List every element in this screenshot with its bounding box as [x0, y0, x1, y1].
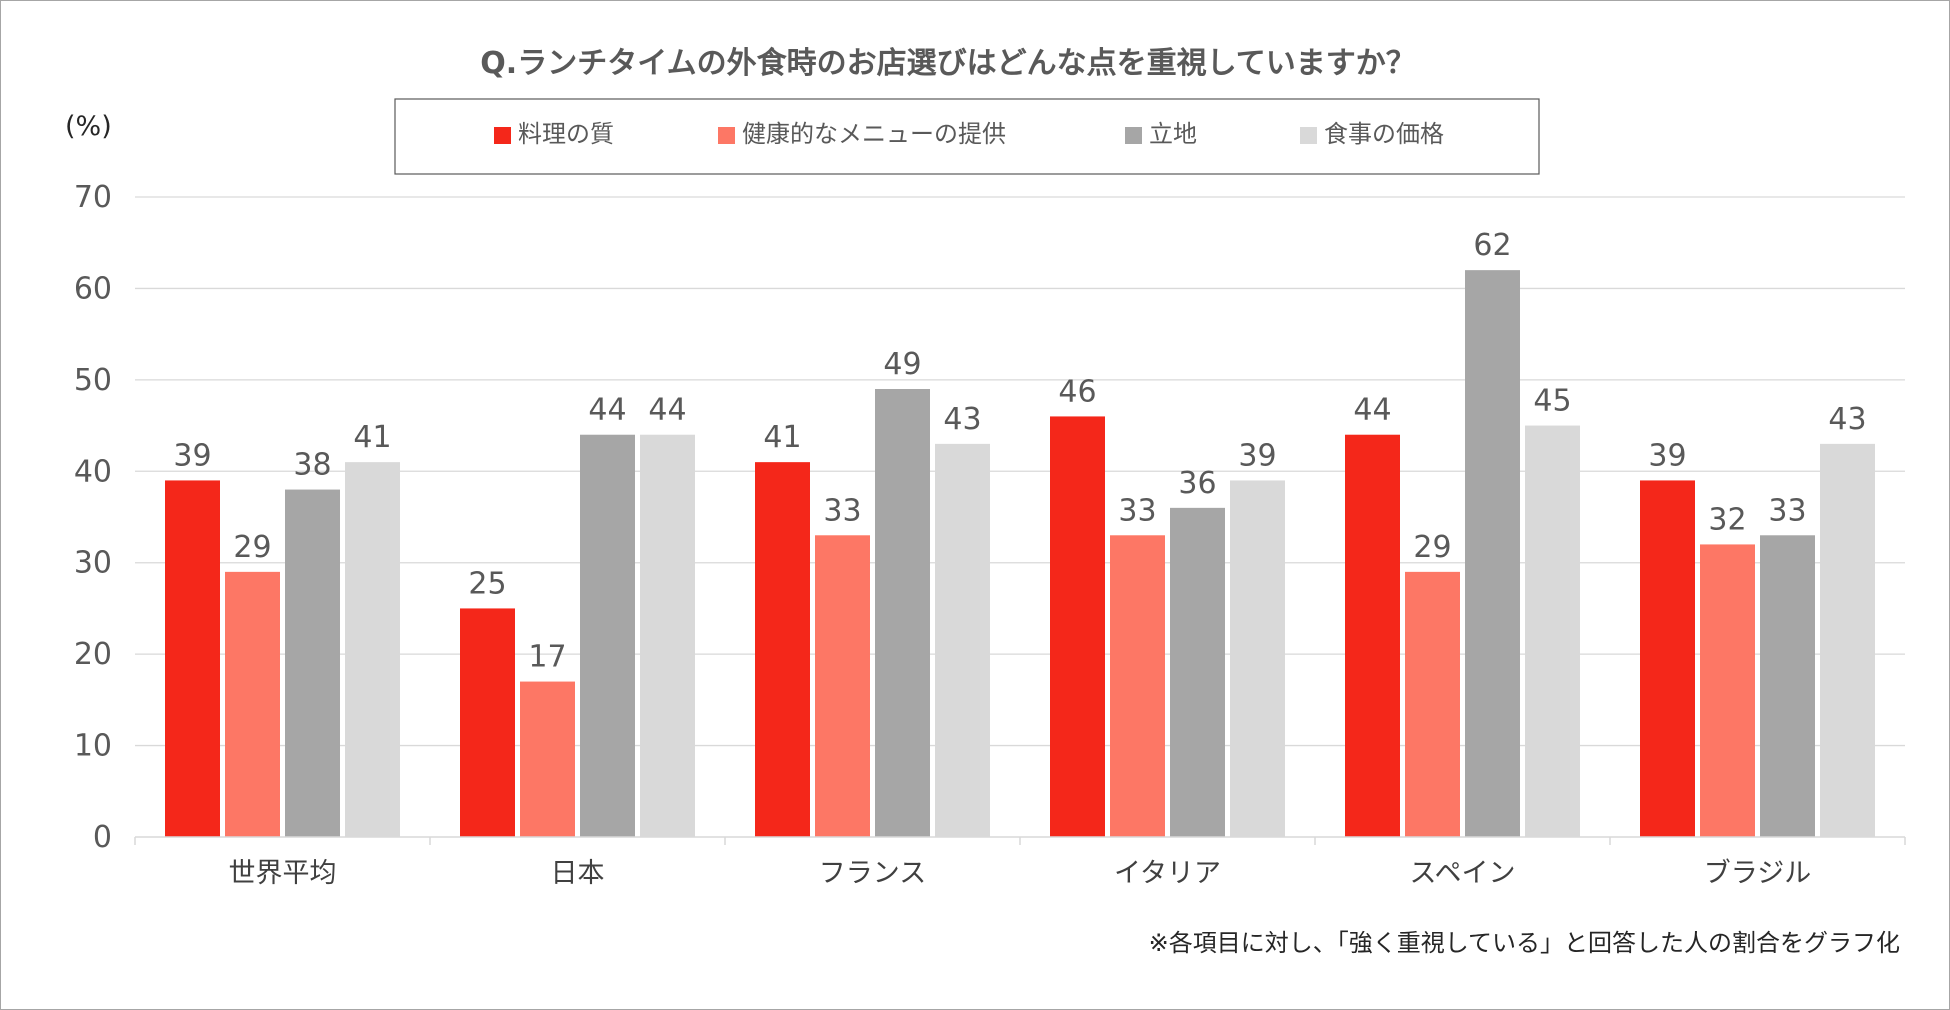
data-label: 29 — [1413, 530, 1451, 565]
bar — [1820, 443, 1875, 837]
chart-title: Q.ランチタイムの外食時のお店選びはどんな点を重視していますか？ — [480, 46, 1415, 81]
data-label: 44 — [588, 393, 626, 428]
bar — [640, 434, 695, 837]
data-label: 44 — [648, 393, 686, 428]
x-tick-label: 日本 — [551, 858, 605, 889]
data-label: 33 — [1118, 493, 1156, 528]
y-tick-label: 30 — [74, 546, 112, 581]
y-tick-label: 20 — [74, 637, 112, 672]
bar — [1760, 535, 1815, 837]
gridlines — [135, 196, 1905, 747]
bars — [165, 270, 1875, 838]
y-axis: 0 10 20 30 40 50 60 70 — [74, 180, 112, 855]
bar — [1170, 507, 1225, 837]
bar — [1405, 571, 1460, 837]
data-label: 44 — [1353, 393, 1391, 428]
data-label: 43 — [1828, 402, 1866, 437]
bar — [460, 608, 515, 837]
legend-label: 立地 — [1149, 120, 1197, 148]
bar — [165, 480, 220, 837]
legend-swatch — [718, 127, 735, 144]
legend: 料理の質 健康的なメニューの提供 立地 食事の価格 — [394, 98, 1540, 175]
bar — [1230, 480, 1285, 837]
legend-swatch — [1300, 127, 1317, 144]
x-tick-label: 世界平均 — [229, 858, 337, 889]
bar — [875, 389, 930, 837]
bar — [225, 571, 280, 837]
footnote: ※各項目に対し、「強く重視している」と回答した人の割合をグラフ化 — [1149, 929, 1900, 957]
data-label: 29 — [233, 530, 271, 565]
legend-label: 料理の質 — [518, 120, 614, 148]
data-label: 17 — [528, 640, 566, 675]
bar — [1110, 535, 1165, 837]
data-labels: 39 29 38 41 25 17 44 44 41 33 49 43 46 33 36 39 44 29 62 45… — [173, 228, 1866, 674]
data-label: 45 — [1533, 384, 1571, 419]
x-tick-label: ブラジル — [1704, 858, 1811, 889]
data-label: 62 — [1473, 228, 1511, 263]
bar — [1345, 434, 1400, 837]
bar — [580, 434, 635, 837]
legend-box — [394, 98, 1540, 175]
legend-swatch — [1125, 127, 1142, 144]
data-label: 39 — [1238, 438, 1276, 473]
y-tick-label: 60 — [74, 271, 112, 306]
y-tick-label: 0 — [93, 820, 112, 855]
x-tick-label: スペイン — [1409, 858, 1515, 889]
data-label: 33 — [823, 493, 861, 528]
y-axis-unit-label: (%) — [65, 111, 112, 142]
bar — [755, 462, 810, 837]
bar — [1700, 544, 1755, 837]
legend-swatch — [494, 127, 511, 144]
legend-label: 食事の価格 — [1324, 120, 1444, 148]
data-label: 39 — [173, 438, 211, 473]
bar — [1465, 270, 1520, 838]
y-tick-label: 50 — [74, 363, 112, 398]
data-label: 39 — [1648, 438, 1686, 473]
data-label: 49 — [883, 347, 921, 382]
bar — [1640, 480, 1695, 837]
data-label: 32 — [1708, 502, 1746, 537]
bar — [285, 489, 340, 837]
bar — [520, 681, 575, 837]
bar — [935, 443, 990, 837]
x-tick-label: イタリア — [1114, 858, 1221, 889]
y-tick-label: 40 — [74, 454, 112, 489]
y-tick-label: 70 — [74, 180, 112, 215]
y-tick-label: 10 — [74, 729, 112, 764]
x-axis: 世界平均 日本 フランス イタリア スペイン ブラジル — [134, 836, 1906, 889]
data-label: 41 — [763, 420, 801, 455]
data-label: 36 — [1178, 466, 1216, 501]
legend-label: 健康的なメニューの提供 — [742, 120, 1006, 148]
data-label: 41 — [353, 420, 391, 455]
bar — [1525, 425, 1580, 837]
data-label: 33 — [1768, 493, 1806, 528]
data-label: 46 — [1058, 374, 1096, 409]
data-label: 38 — [293, 448, 331, 483]
bar — [1050, 416, 1105, 837]
data-label: 43 — [943, 402, 981, 437]
bar — [815, 535, 870, 837]
data-label: 25 — [468, 566, 506, 601]
bar — [345, 462, 400, 837]
x-tick-label: フランス — [819, 858, 926, 889]
